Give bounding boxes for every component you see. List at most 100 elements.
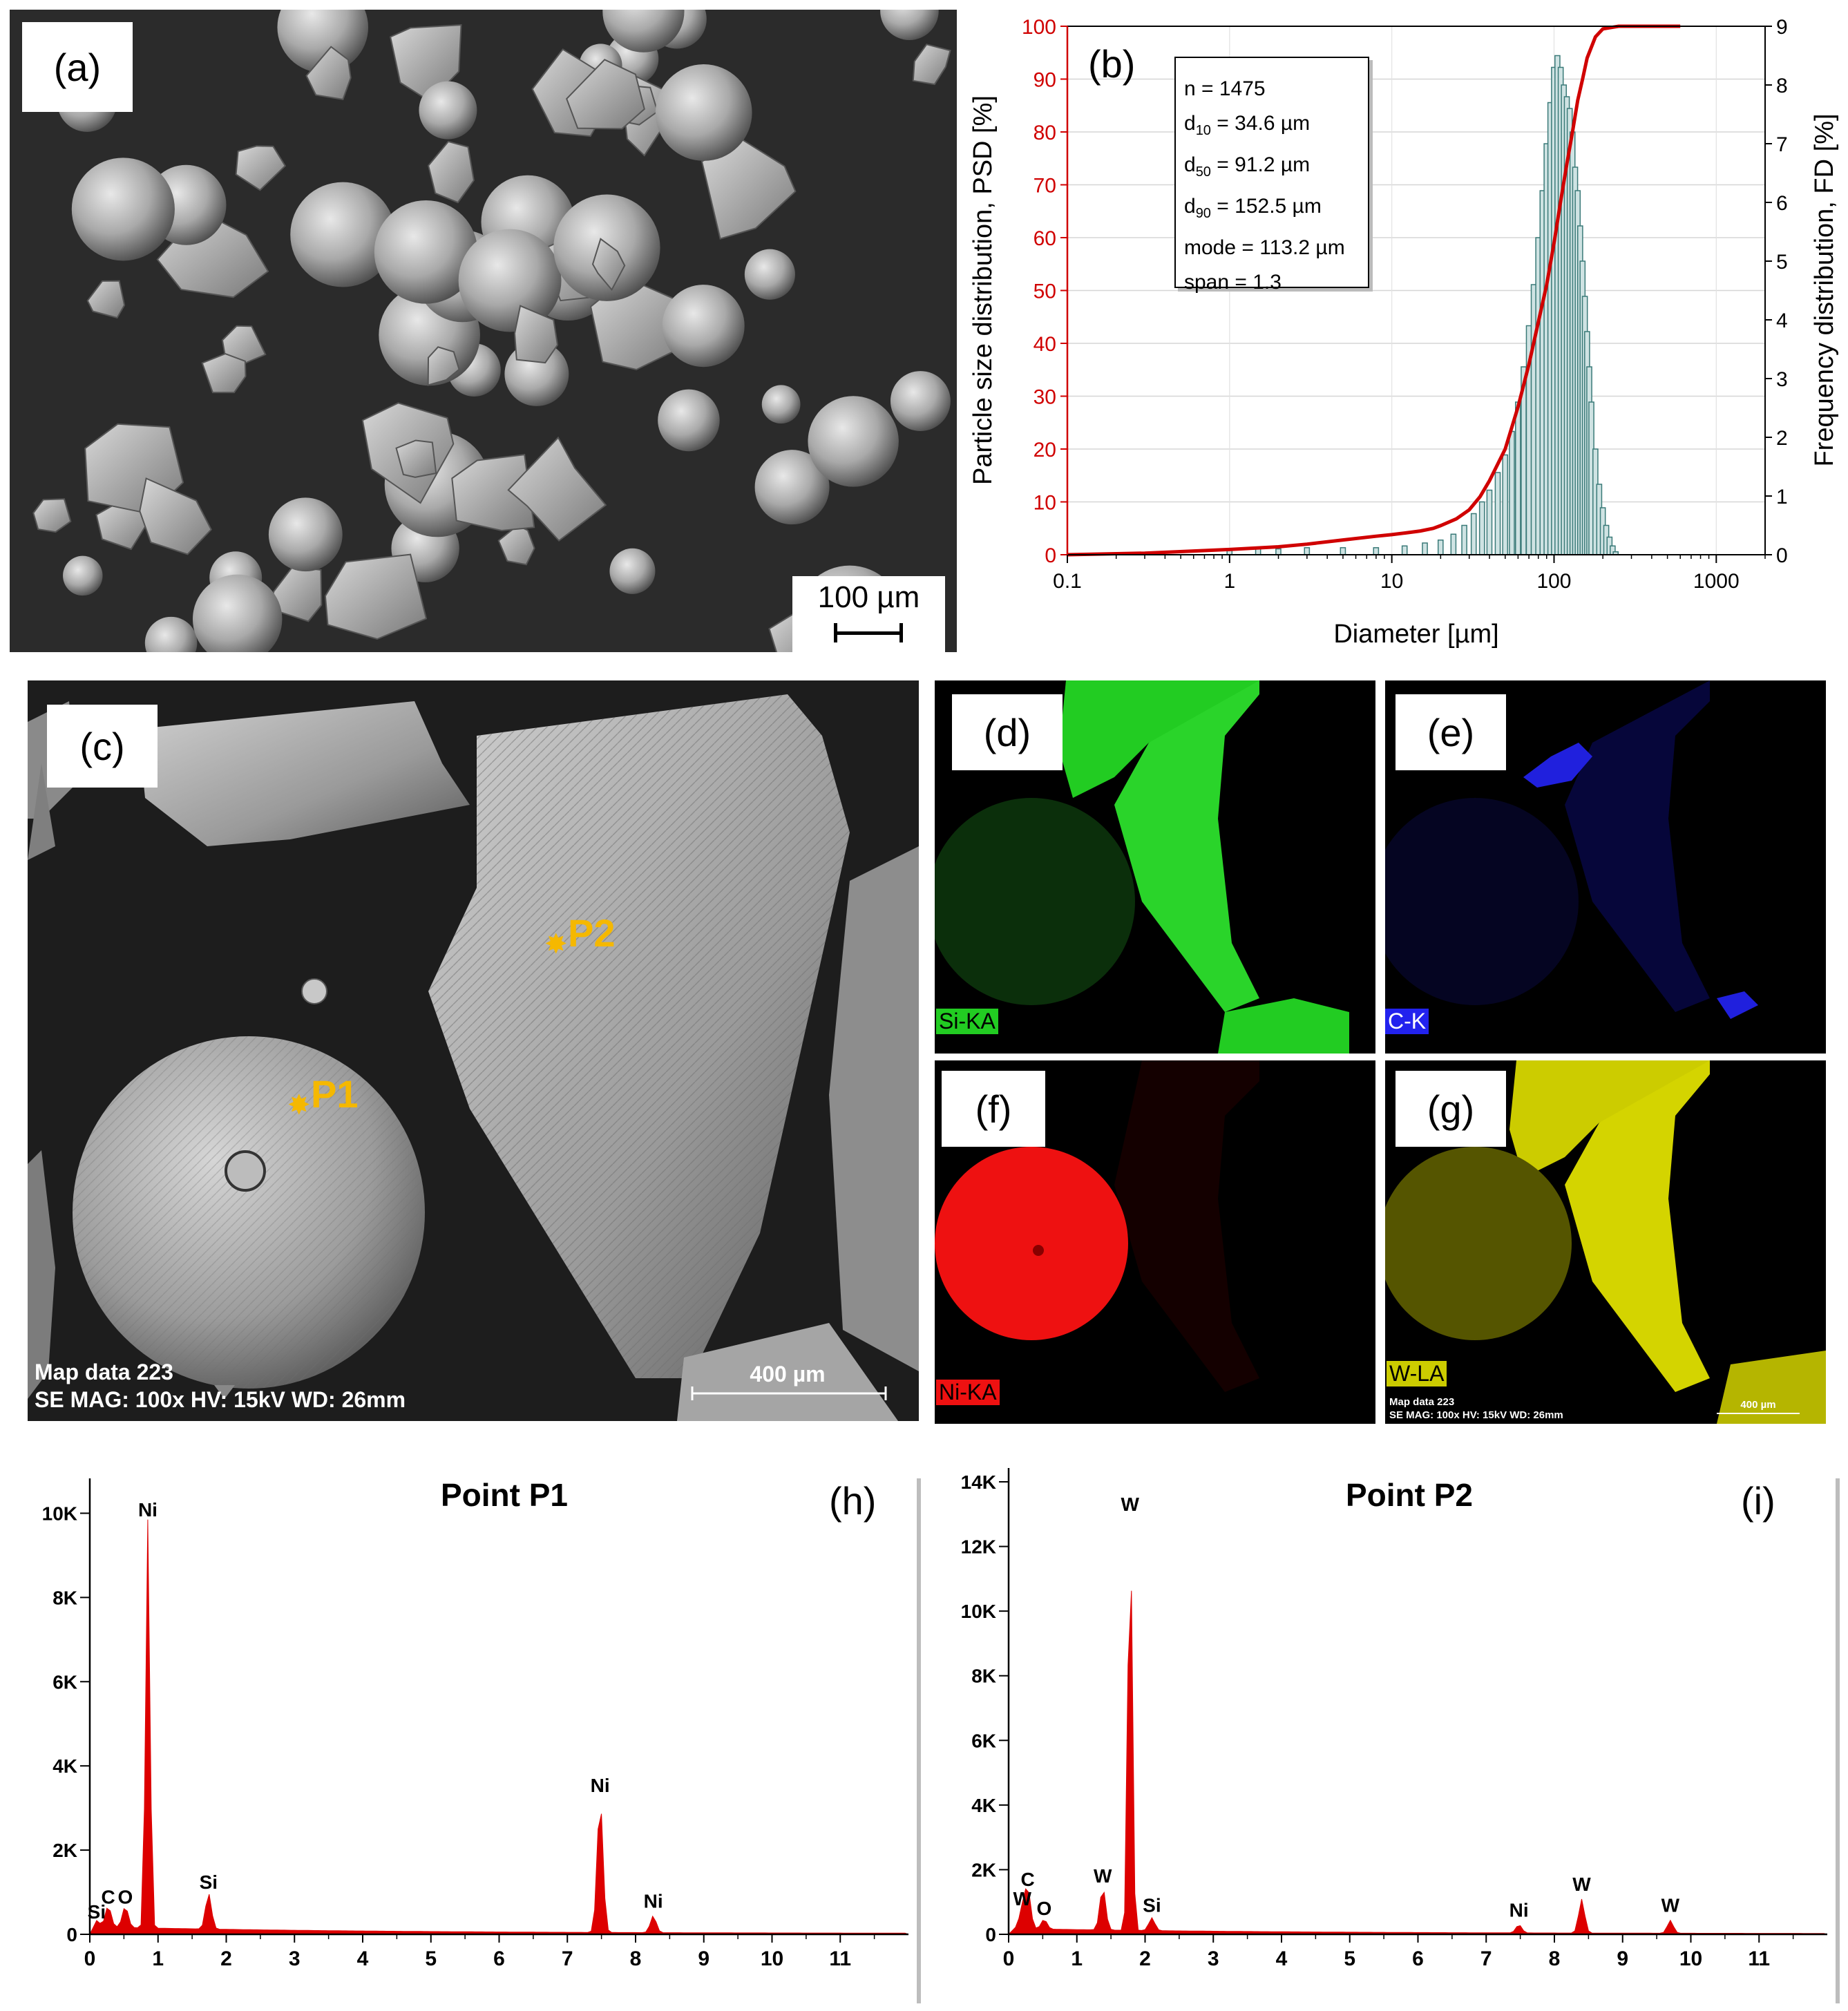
x-tick-label: 3 bbox=[289, 1947, 301, 1970]
histogram-bar bbox=[1470, 513, 1477, 555]
scale-bar-line bbox=[834, 631, 903, 635]
powder-fragment bbox=[269, 566, 323, 622]
y2-tick-label: 9 bbox=[1776, 16, 1788, 39]
x-tick-label: 9 bbox=[698, 1947, 709, 1970]
histogram-bar bbox=[1461, 524, 1467, 555]
powder-fragment bbox=[86, 280, 126, 319]
powder-fragment bbox=[566, 59, 645, 130]
x-tick-label: 0.1 bbox=[1053, 570, 1082, 593]
spectrum-title-h: Point P1 bbox=[441, 1477, 568, 1513]
powder-sphere bbox=[655, 64, 752, 161]
element-label-ni: Ni-KA bbox=[936, 1380, 1000, 1405]
histogram-bar bbox=[1255, 548, 1261, 555]
y-tick-label: 8K bbox=[53, 1587, 77, 1608]
peak-label: W bbox=[1121, 1494, 1140, 1515]
y-tick-label: 60 bbox=[1033, 227, 1056, 250]
peak-label: O bbox=[1036, 1898, 1051, 1919]
y2-tick-label: 3 bbox=[1776, 368, 1788, 391]
histogram-bar bbox=[1422, 542, 1428, 555]
y-tick-label: 100 bbox=[1022, 16, 1056, 39]
x-tick-label: 8 bbox=[630, 1947, 642, 1970]
x-tick-label: 7 bbox=[1480, 1947, 1492, 1970]
x-tick-label: 1 bbox=[152, 1947, 164, 1970]
powder-fragment bbox=[591, 238, 626, 292]
y-tick-label: 14K bbox=[961, 1471, 996, 1493]
y-tick-label: 2K bbox=[53, 1840, 77, 1861]
y-tick-label: 10K bbox=[961, 1601, 996, 1622]
powder-fragment bbox=[139, 477, 212, 555]
x-tick-label: 1 bbox=[1223, 570, 1235, 593]
histogram-bar bbox=[1509, 430, 1515, 555]
sem-image-a: (a) 100 µm bbox=[10, 10, 957, 652]
x-tick-label: 2 bbox=[1139, 1947, 1151, 1970]
peak-label: O bbox=[117, 1887, 133, 1908]
y-tick-label: 0 bbox=[66, 1924, 77, 1945]
y2-tick-label: 8 bbox=[1776, 75, 1788, 97]
histogram-bar bbox=[1340, 547, 1346, 555]
powder-sphere bbox=[419, 81, 477, 140]
scale-bar-a: 100 µm bbox=[792, 576, 945, 652]
x-tick-label: 10 bbox=[1380, 570, 1403, 593]
y-tick-label: 90 bbox=[1033, 69, 1056, 92]
y-tick-label: 10K bbox=[42, 1503, 77, 1524]
scale-bar-c-text: 400 µm bbox=[750, 1362, 825, 1386]
histogram-bar bbox=[1494, 472, 1501, 555]
histogram-bar bbox=[1515, 401, 1521, 555]
y-tick-label: 10 bbox=[1033, 492, 1056, 515]
histogram-bar bbox=[1437, 540, 1444, 555]
powder-fragment bbox=[235, 145, 287, 191]
powder-sphere bbox=[880, 10, 939, 41]
x-tick-label: 1 bbox=[1071, 1947, 1083, 1970]
y-tick-label: 8K bbox=[971, 1666, 996, 1687]
powder-sphere bbox=[662, 285, 745, 368]
y-tick-label: 6K bbox=[53, 1671, 77, 1693]
chart-b: 0 10 20 30 40 50 60 70 80 90 100 0 1 2 3 4 5 6 7 8 9 0.1 1 10 10… bbox=[964, 0, 1848, 656]
peak-label: Si bbox=[1143, 1894, 1161, 1916]
x-tick-label: 7 bbox=[562, 1947, 573, 1970]
x-tick-label: 5 bbox=[425, 1947, 437, 1970]
histogram-bar bbox=[1304, 547, 1311, 555]
panel-label-i: (i) bbox=[1741, 1479, 1775, 1523]
powder-fragment bbox=[428, 140, 475, 204]
y2-tick-label: 1 bbox=[1776, 486, 1788, 508]
spectrum-area bbox=[1007, 1590, 1828, 1935]
peak-label: Ni bbox=[138, 1499, 158, 1521]
y-tick-label: 2K bbox=[971, 1859, 996, 1880]
peak-label: Ni bbox=[591, 1775, 610, 1796]
y-tick-label: 0 bbox=[985, 1924, 996, 1945]
y2-axis-label: Frequency distribution, FD [%] bbox=[1810, 113, 1839, 466]
y-tick-label: 40 bbox=[1033, 333, 1056, 356]
point-marker-p1: ✸ bbox=[287, 1089, 311, 1121]
peak-label: Ni bbox=[644, 1891, 663, 1912]
powder-fragment bbox=[912, 44, 951, 86]
eds-map-c: (e) C-K bbox=[1385, 680, 1826, 1054]
panel-label-f: (f) bbox=[942, 1071, 1045, 1147]
point-marker-p2: ✸ bbox=[544, 928, 568, 960]
panel-label-g: (g) bbox=[1395, 1071, 1506, 1147]
x-tick-label: 3 bbox=[1208, 1947, 1219, 1970]
y-tick-label: 6K bbox=[971, 1730, 996, 1751]
panel-label-c: (c) bbox=[47, 705, 158, 788]
powder-sphere bbox=[744, 249, 795, 300]
peak-label: Si bbox=[200, 1871, 218, 1893]
powder-fragment bbox=[513, 305, 559, 364]
eds-map-ni: (f) Ni-KA bbox=[935, 1060, 1375, 1424]
x-tick-label: 10 bbox=[761, 1947, 783, 1970]
spectrum-title-i: Point P2 bbox=[1346, 1477, 1473, 1513]
powder-fragment bbox=[507, 436, 607, 542]
histogram-bar bbox=[1486, 489, 1493, 555]
stat-d90: d90 = 152.5 µm bbox=[1184, 195, 1322, 221]
element-label-c: C-K bbox=[1385, 1009, 1429, 1034]
panel-label-h: (h) bbox=[829, 1479, 877, 1523]
powder-sphere bbox=[290, 182, 396, 287]
powder-sphere bbox=[609, 548, 656, 594]
powder-fragment bbox=[497, 524, 535, 566]
x-tick-label: 2 bbox=[220, 1947, 232, 1970]
x-tick-label: 5 bbox=[1344, 1947, 1355, 1970]
x-tick-label: 100 bbox=[1536, 570, 1571, 593]
histogram-bar bbox=[1502, 454, 1509, 555]
x-tick-label: 4 bbox=[1276, 1947, 1288, 1970]
peak-label: C bbox=[1021, 1869, 1035, 1890]
y-tick-label: 70 bbox=[1033, 175, 1056, 198]
peak-label: W bbox=[1661, 1894, 1680, 1916]
